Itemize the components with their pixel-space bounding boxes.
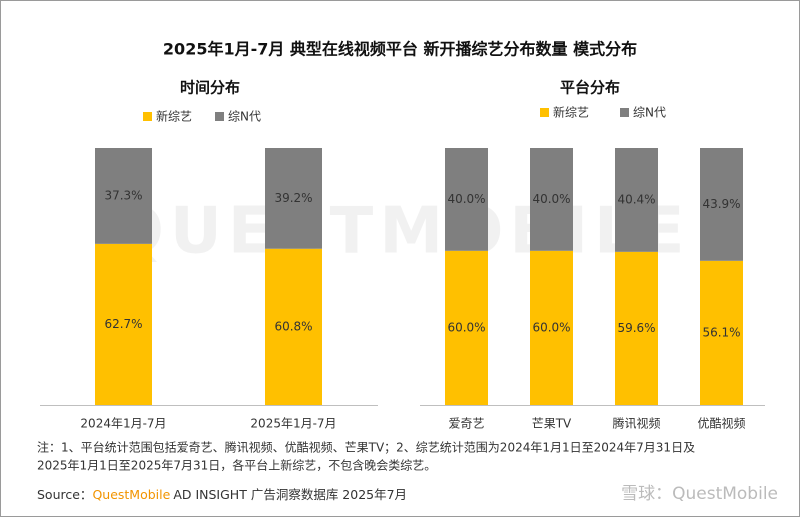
- source-label: Source：: [37, 487, 92, 502]
- bar-segment: [615, 251, 658, 405]
- value-label: 60.0%: [447, 320, 485, 334]
- footer-watermark: 雪球：QuestMobile: [621, 484, 778, 504]
- source-brand: QuestMobile: [92, 487, 170, 502]
- bar-segment: [265, 248, 322, 405]
- bar-segment: [95, 148, 152, 244]
- subtitle: 时间分布: [180, 79, 240, 97]
- note: 2025年1月1日至2025年7月31日，各平台上新综艺，不包含晚会类综艺。: [37, 458, 436, 473]
- value-label: 56.1%: [702, 325, 740, 339]
- x-tick-label: 优酷视频: [697, 416, 745, 431]
- source-text: AD INSIGHT 广告洞察数据库 2025年7月: [173, 487, 407, 502]
- x-tick-label: 芒果TV: [532, 416, 572, 431]
- value-label: 37.3%: [104, 188, 142, 202]
- bar-segment: [615, 148, 658, 252]
- x-tick-label: 2024年1月-7月: [80, 417, 166, 431]
- legend-swatch: [143, 112, 152, 121]
- value-label: 59.6%: [617, 321, 655, 335]
- bar-segment: [700, 148, 743, 261]
- legend-label: 新综艺: [156, 109, 192, 124]
- subtitle: 平台分布: [560, 79, 620, 97]
- x-tick-label: 腾讯视频: [612, 416, 660, 431]
- value-label: 43.9%: [702, 197, 740, 211]
- bar-segment: [530, 250, 573, 405]
- bar-segment: [265, 148, 322, 249]
- bar-segment: [445, 148, 488, 251]
- x-tick-label: 爱奇艺: [448, 417, 484, 431]
- legend-swatch: [620, 108, 629, 117]
- bar-segment: [700, 260, 743, 405]
- bar-segment: [530, 148, 573, 251]
- value-label: 40.4%: [617, 192, 655, 206]
- value-label: 60.8%: [274, 319, 312, 333]
- bar-segment: [95, 243, 152, 405]
- note: 注：1、平台统计范围包括爱奇艺、腾讯视频、优酷视频、芒果TV；2、综艺统计范围为…: [37, 440, 695, 455]
- value-label: 40.0%: [447, 192, 485, 206]
- source: Source：QuestMobile AD INSIGHT 广告洞察数据库 202…: [37, 487, 407, 502]
- bar-segment: [445, 250, 488, 405]
- legend-swatch: [215, 112, 224, 121]
- watermark: QUESTMOBILE: [109, 195, 690, 269]
- value-label: 62.7%: [104, 317, 142, 331]
- value-label: 40.0%: [532, 192, 570, 206]
- value-label: 60.0%: [532, 320, 570, 334]
- legend-label: 新综艺: [553, 105, 589, 120]
- chart-title: 2025年1月-7月 典型在线视频平台 新开播综艺分布数量 模式分布: [163, 40, 637, 59]
- legend-label: 综N代: [228, 110, 261, 124]
- legend-swatch: [540, 108, 549, 117]
- x-tick-label: 2025年1月-7月: [250, 417, 336, 431]
- value-label: 39.2%: [274, 191, 312, 205]
- legend-label: 综N代: [633, 106, 666, 120]
